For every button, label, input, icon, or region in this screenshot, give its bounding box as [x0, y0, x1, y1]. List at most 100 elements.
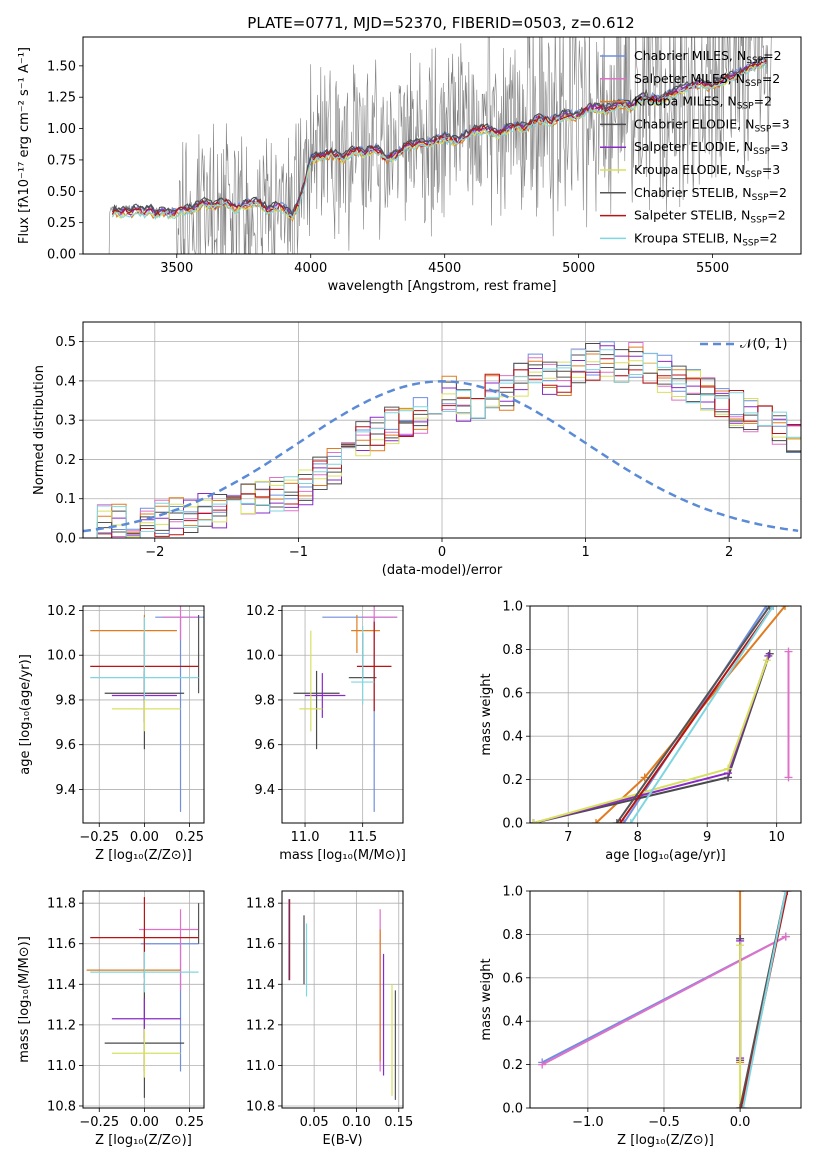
y-tick-label: 11.6	[47, 937, 76, 952]
y-tick-label: 0.4	[502, 730, 523, 745]
x-axis-label: E(B-V)	[322, 1133, 362, 1148]
hist-kroupa-stelib	[83, 349, 801, 538]
y-tick-label: 11.6	[246, 937, 275, 952]
plot-area	[530, 606, 793, 823]
x-tick-label: 0.00	[130, 1115, 159, 1130]
panel-residuals: −2 −1 0 1 2 0.0 0.1 0.2 0.3 0.4 0.5 (data-model)/er…	[32, 321, 802, 578]
normal-curve	[83, 380, 799, 533]
model-kroupa-stelib	[112, 61, 767, 221]
y-tick-label: 0.2	[502, 773, 523, 788]
x-axis-label: age [log₁₀(age/yr)]	[605, 848, 726, 863]
x-axis-label: Z [log₁₀(Z/Z⊙)]	[95, 848, 192, 863]
axes-frame	[82, 321, 802, 539]
figure-title: PLATE=0771, MJD=52370, FIBERID=0503, z=0…	[247, 14, 634, 32]
y-tick-label: 0.50	[47, 185, 76, 200]
y-tick-label: 11.8	[47, 897, 76, 912]
y-axis-label: mass weight	[479, 958, 494, 1040]
axes-frame	[82, 36, 802, 255]
panel-age_vs_mass: 11.0 11.5 9.4 9.6 9.8 10.0 10.2 mass [log₁₀(M/M…	[246, 604, 406, 863]
plot-area	[90, 606, 204, 812]
x-tick-label: −0.25	[79, 830, 119, 845]
hist-salpeter-stelib	[83, 358, 801, 538]
x-tick-label: 1	[581, 545, 589, 560]
y-tick-label: 10.0	[246, 649, 275, 664]
x-tick-label: 5500	[696, 261, 729, 276]
x-tick-label: 10	[768, 830, 785, 845]
y-tick-label: 9.6	[55, 738, 76, 753]
x-tick-label: 3500	[160, 261, 193, 276]
weight-line	[533, 655, 770, 823]
y-tick-label: 0.2	[55, 453, 76, 468]
axes-frame	[529, 890, 802, 1109]
panel-age_vs_z: −0.25 0.00 0.25 9.4 9.6 9.8 10.0 10.2 Z [log₁₀(Z…	[18, 604, 205, 863]
y-tick-label: 10.2	[246, 604, 275, 619]
y-tick-label: 0.0	[502, 1102, 523, 1117]
x-tick-label: 11.5	[348, 830, 377, 845]
x-tick-label: 7	[564, 830, 572, 845]
x-tick-label: 0.0	[730, 1115, 751, 1130]
weight-line	[629, 606, 775, 823]
x-tick-label: −1.0	[572, 1115, 604, 1130]
weight-line	[742, 891, 787, 1108]
y-axis-label: mass weight	[479, 673, 494, 755]
y-tick-label: 0.2	[502, 1058, 523, 1073]
y-tick-label: 9.4	[254, 783, 275, 798]
weight-line	[619, 606, 775, 823]
y-tick-label: 10.0	[47, 649, 76, 664]
legend-entry: Salpeter MILES, NSSP=2	[634, 71, 780, 89]
weight-line	[616, 606, 771, 823]
y-tick-label: 0.6	[502, 971, 523, 986]
y-axis-label: mass [log₁₀(M/M⊙)]	[17, 936, 32, 1063]
y-tick-label: 0.0	[55, 532, 76, 547]
legend-entry: Chabrier MILES, NSSP=2	[634, 48, 782, 66]
plot-area	[86, 897, 200, 1098]
panel-mass_vs_z: −0.25 0.00 0.25 10.8 11.0 11.2 11.4 11.6 11.8 Z […	[17, 890, 205, 1148]
y-tick-label: 10.8	[47, 1099, 76, 1114]
y-tick-label: 11.2	[246, 1018, 275, 1033]
x-tick-label: 0.25	[175, 1115, 204, 1130]
x-axis-label: Z [log₁₀(Z/Z⊙)]	[617, 1133, 714, 1148]
x-tick-label: −2	[145, 545, 164, 560]
y-tick-label: 9.8	[254, 693, 275, 708]
x-tick-label: 4500	[428, 261, 461, 276]
y-tick-label: 1.50	[47, 59, 76, 74]
x-tick-label: 4000	[294, 261, 327, 276]
legend-entry: 𝒩(0, 1)	[740, 337, 787, 352]
x-tick-label: 8	[634, 830, 642, 845]
y-tick-label: 0.3	[55, 414, 76, 429]
x-tick-label: 5000	[562, 261, 595, 276]
plot-area	[96, 37, 772, 254]
x-tick-label: 0.00	[130, 830, 159, 845]
y-tick-label: 0.4	[502, 1015, 523, 1030]
hist-chabrier-miles	[83, 341, 801, 538]
axes-frame	[281, 890, 404, 1109]
x-tick-label: 0.25	[175, 830, 204, 845]
y-tick-label: 10.2	[47, 604, 76, 619]
y-tick-label: 11.4	[47, 978, 76, 993]
axes-frame	[529, 605, 802, 824]
y-tick-label: 1.25	[47, 91, 76, 106]
y-tick-label: 9.8	[55, 693, 76, 708]
y-axis-label: Flux [fλ10⁻¹⁷ erg cm⁻² s⁻¹ A⁻¹]	[17, 47, 32, 244]
y-tick-label: 1.00	[47, 122, 76, 137]
panel-spectrum: 3500 4000 4500 5000 5500 0.00 0.25 0.50 0.75 1.00…	[17, 36, 802, 294]
legend-entry: Kroupa STELIB, NSSP=2	[634, 230, 778, 248]
legend-entry: Chabrier STELIB, NSSP=2	[634, 185, 787, 203]
hist-chabrier-stelib	[83, 350, 801, 538]
panel-weight_vs_age: 7 8 9 10 0.0 0.2 0.4 0.6 0.8 1.0 age [log₁₀(age/yr…	[479, 600, 802, 863]
y-tick-label: 9.4	[55, 783, 76, 798]
legend-entry: Salpeter STELIB, NSSP=2	[634, 208, 786, 226]
y-tick-label: 11.4	[246, 978, 275, 993]
legend-entry: Salpeter ELODIE, NSSP=3	[634, 139, 788, 157]
legend: Chabrier MILES, NSSP=2 Salpeter MILES, NS…	[600, 48, 790, 248]
y-tick-label: 1.0	[502, 885, 523, 900]
x-tick-label: −0.5	[648, 1115, 680, 1130]
y-tick-label: 0.0	[502, 817, 523, 832]
hist-salpeter-miles	[83, 342, 801, 538]
plot-area	[83, 341, 801, 538]
x-axis-label: mass [log₁₀(M/M⊙)]	[279, 848, 406, 863]
y-tick-label: 1.0	[502, 600, 523, 615]
y-tick-label: 0.75	[47, 153, 76, 168]
axes-frame	[281, 605, 404, 824]
